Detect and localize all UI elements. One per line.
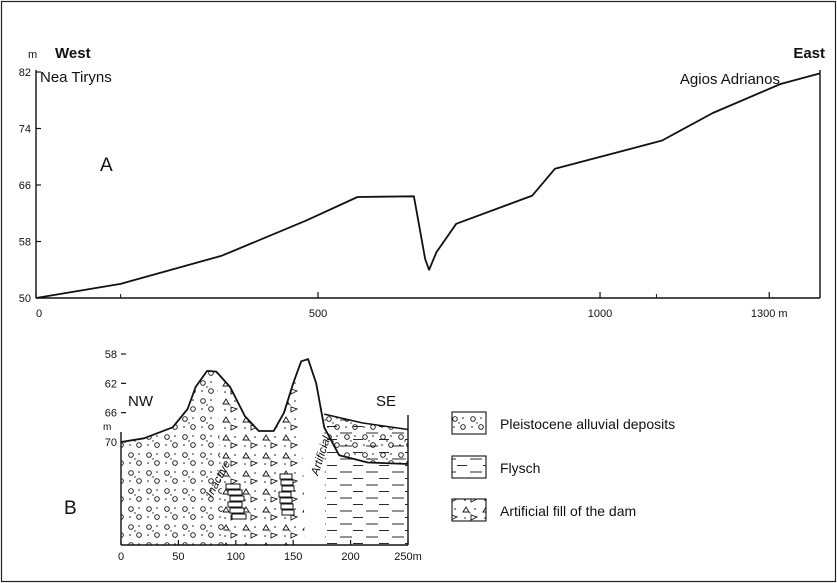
dam-wall-block <box>281 485 295 492</box>
profile-a-unit: m <box>28 49 37 61</box>
profile-b-nw-label: NW <box>128 393 154 410</box>
dam-wall-block <box>279 497 293 504</box>
dam-wall-block <box>229 495 245 502</box>
dam-wall-block <box>279 473 293 480</box>
legend-swatch-flysch <box>451 455 487 479</box>
profile-a-y-tick-label: 74 <box>19 124 31 136</box>
profile-a-east-label: East <box>793 45 825 62</box>
legend-swatch-fill <box>451 498 487 522</box>
pleistocene-deposit-left <box>121 370 225 545</box>
profile-b-y-tick-label: 62 <box>105 378 117 390</box>
dam-wall-block <box>231 513 247 520</box>
profile-b-x-tick-label: 100 <box>227 551 245 563</box>
profile-b-unit: m <box>103 422 111 433</box>
legend-label-fill: Artificial fill of the dam <box>500 503 636 519</box>
legend-swatch-pleistocene <box>451 411 487 435</box>
profile-a-panel-label: A <box>100 155 113 176</box>
profile-b-x-tick-label: 250m <box>394 551 422 563</box>
profile-b-x-tick-label: 200 <box>341 551 359 563</box>
profile-a-x-tick-label: 1000 <box>588 308 612 320</box>
profile-b-panel-label: B <box>64 498 77 519</box>
legend-label-flysch: Flysch <box>500 460 540 476</box>
flysch-layer <box>324 414 408 545</box>
profile-b-y-tick-label: 58 <box>105 349 117 361</box>
profile-a-y-tick-label: 66 <box>19 180 31 192</box>
profile-b-y-tick-label: 70 <box>105 437 117 449</box>
profile-b-x-tick-label: 50 <box>172 551 184 563</box>
profile-a-y-tick-label: 82 <box>19 67 31 79</box>
profile-a-y-tick-label: 58 <box>19 237 31 249</box>
dam-wall-block <box>281 509 295 516</box>
profile-a: 82 74 66 58 50 0 500 1000 1300 m m West East Ne… <box>19 45 825 320</box>
dam-wall-block <box>280 503 294 510</box>
dam-wall-block <box>280 479 294 486</box>
legend: Pleistocene alluvial deposits Flysch Art… <box>451 411 675 522</box>
dam-wall-block <box>227 501 243 508</box>
profile-a-x-tick-label: 1300 m <box>751 308 788 320</box>
profile-b-x-tick-label: 0 <box>118 551 124 563</box>
profile-a-x-tick-label: 0 <box>36 308 42 320</box>
profile-a-west-label: West <box>55 45 91 62</box>
profile-b-x-tick-label: 150 <box>284 551 302 563</box>
dam-wall-block <box>229 507 245 514</box>
dam-walls <box>225 473 295 520</box>
legend-label-pleistocene: Pleistocene alluvial deposits <box>500 416 675 432</box>
profile-b-y-tick-label: 66 <box>105 408 117 420</box>
profile-b-surface-line <box>120 358 409 465</box>
flysch-contact-line <box>324 413 409 431</box>
profile-b-se-label: SE <box>376 393 396 410</box>
dam-wall-block <box>278 491 292 498</box>
profile-a-y-tick-label: 50 <box>19 293 31 305</box>
profile-a-west-place: Nea Tiryns <box>40 69 112 86</box>
dam-wall-block <box>225 483 241 490</box>
profile-a-east-place: Agios Adrianos <box>680 71 780 88</box>
dam-wall-block <box>227 489 243 496</box>
profile-a-x-tick-label: 500 <box>309 308 327 320</box>
profile-a-surface-line <box>35 72 821 299</box>
